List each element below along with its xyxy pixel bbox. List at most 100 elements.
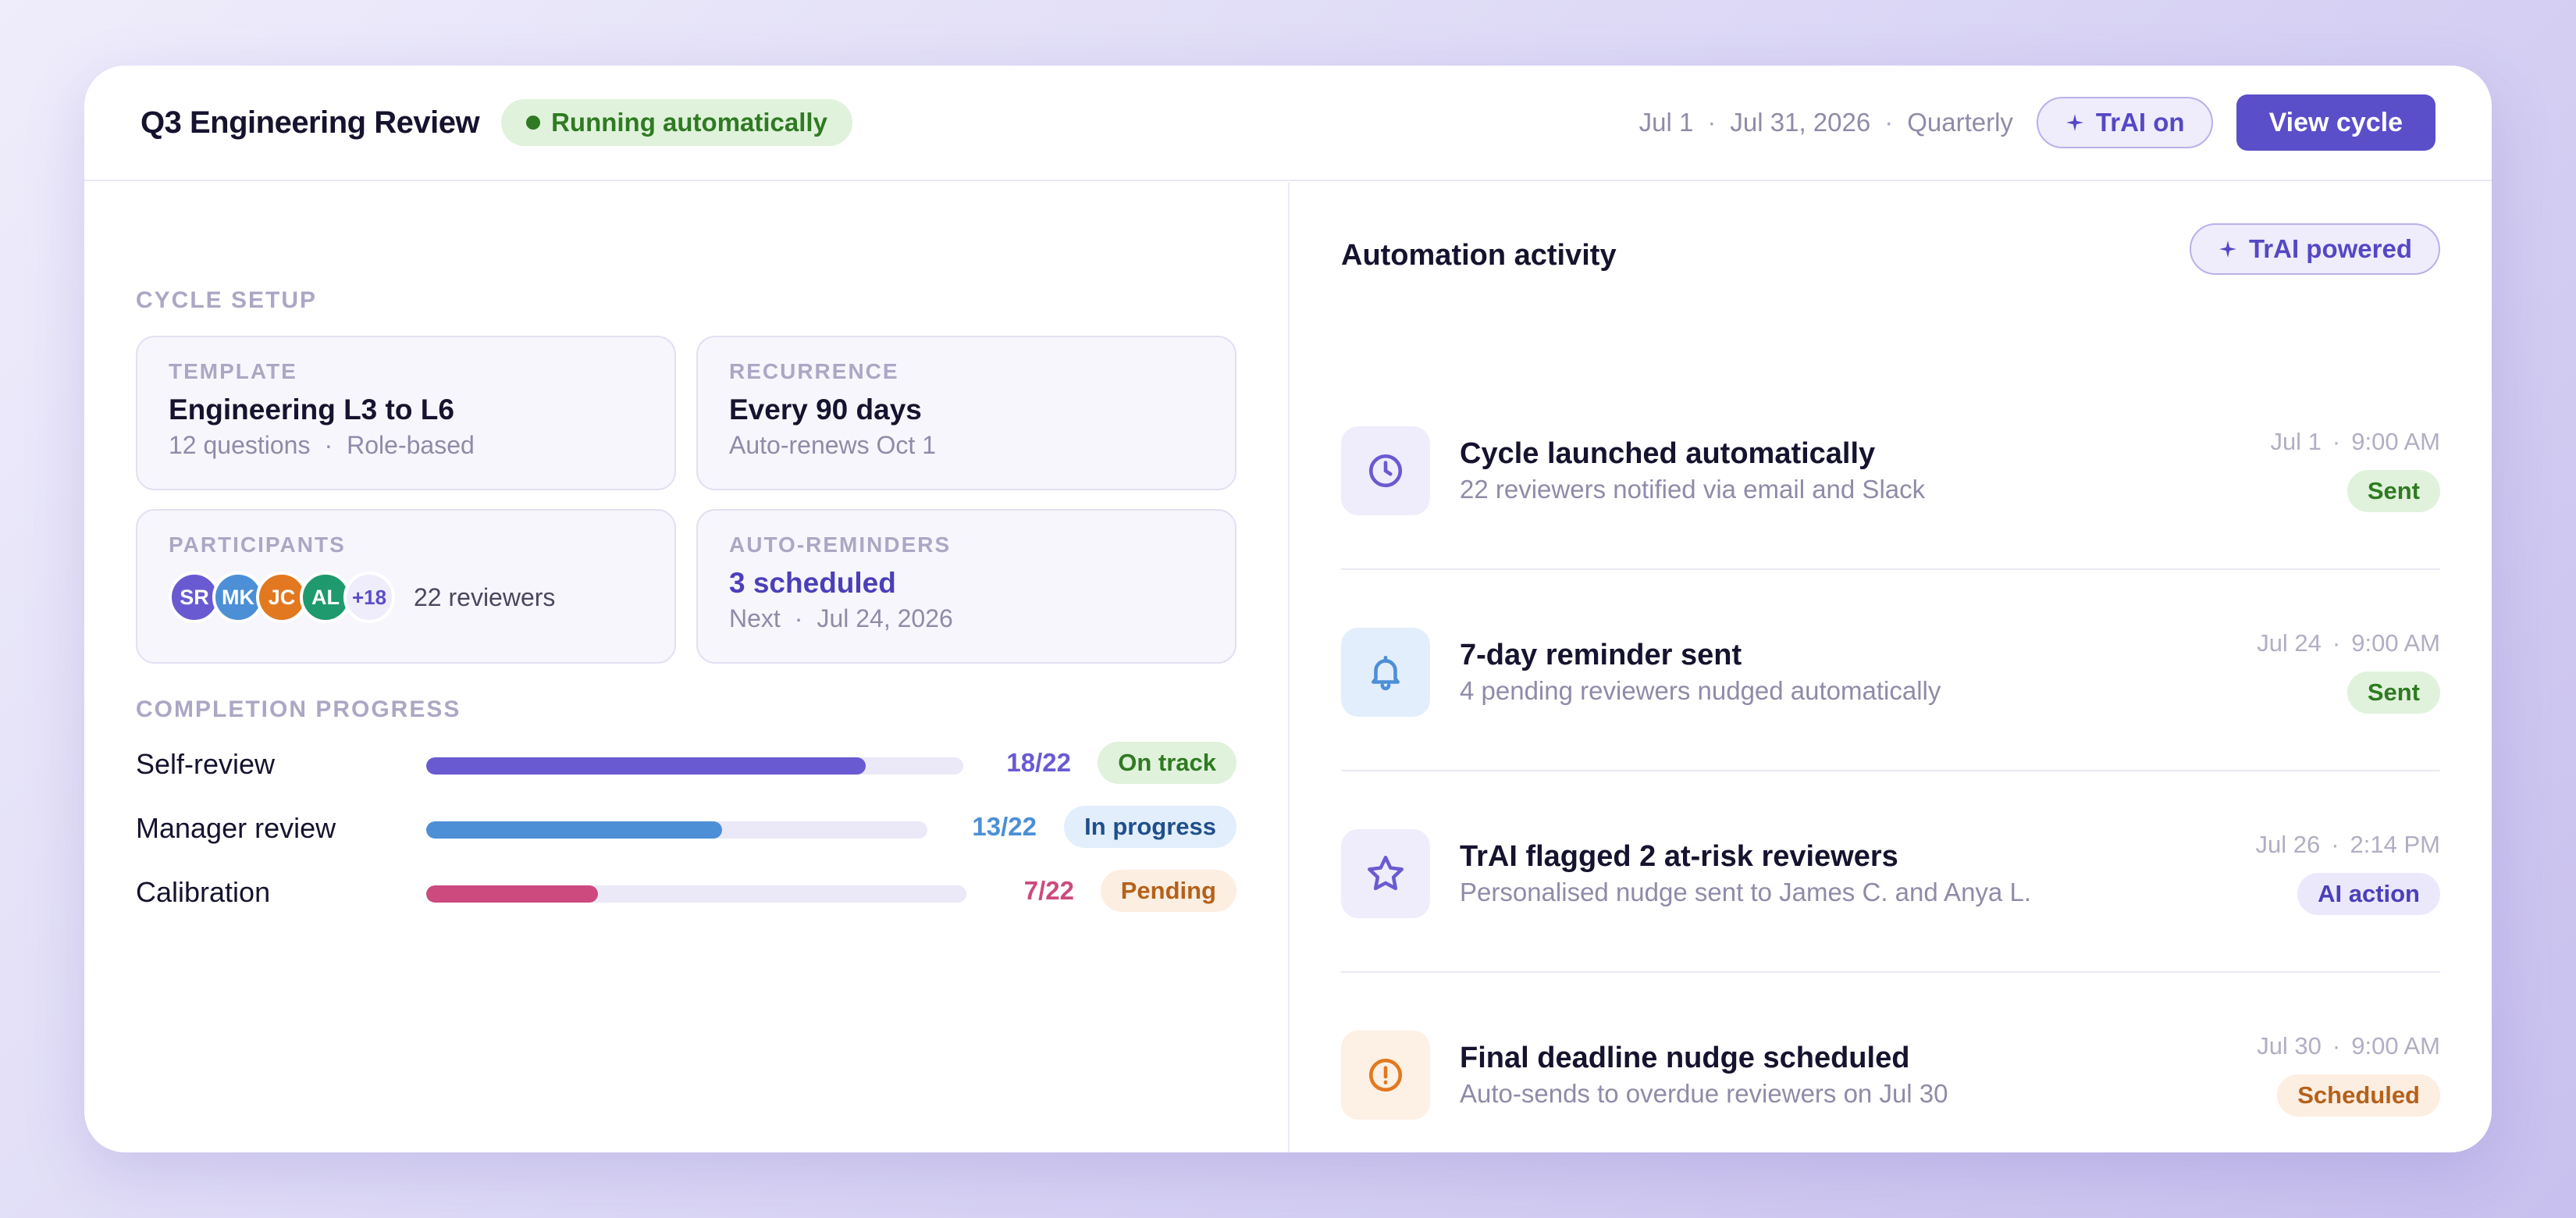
progress-count: 7/22 — [1023, 876, 1074, 905]
progress-fill — [426, 821, 723, 839]
progress-fill — [426, 757, 866, 775]
avatar-overflow: +18 — [343, 572, 395, 623]
template-question-count: 12 questions — [169, 431, 311, 459]
auto-reminders-tile[interactable]: AUTO-REMINDERS 3 scheduled Next · Jul 24… — [696, 509, 1236, 664]
activity-time: 9:00 AM — [2351, 428, 2440, 455]
activity-description: Personalised nudge sent to James C. and … — [1460, 878, 2031, 906]
status-badge: Sent — [2347, 671, 2440, 714]
trai-powered-badge[interactable]: TrAI powered — [2189, 223, 2440, 275]
page-title: Q3 Engineering Review — [141, 105, 480, 140]
trai-toggle-label: TrAI on — [2095, 108, 2185, 137]
separator: · — [2332, 428, 2341, 455]
progress-label: Self-review — [136, 748, 276, 780]
next-reminder: Next · Jul 24, 2026 — [729, 604, 1204, 633]
activity-time: 9:00 AM — [2351, 1032, 2440, 1060]
progress-row: Calibration 7/22 Pending — [136, 870, 1236, 914]
star-icon — [1341, 829, 1430, 918]
status-dot-icon — [526, 116, 541, 130]
activity-title: Final deadline nudge scheduled — [1460, 1042, 1910, 1074]
avatar-stack: SR MK JC AL +18 22 reviewers — [169, 572, 643, 623]
status-badge: In progress — [1064, 806, 1236, 848]
cycle-dates: Jul 1 · Jul 31, 2026 · Quarterly — [1639, 108, 2013, 137]
trai-toggle[interactable]: TrAI on — [2036, 97, 2213, 148]
avatar: SR — [169, 572, 220, 623]
separator: · — [1707, 108, 1717, 137]
activity-description: 4 pending reviewers nudged automatically — [1460, 676, 1941, 705]
activity-timestamp: Jul 26 · 2:14 PM — [2255, 831, 2440, 859]
recurrence-tile[interactable]: RECURRENCE Every 90 days Auto-renews Oct… — [696, 336, 1236, 490]
status-label: Running automatically — [551, 108, 827, 137]
status-badge: Pending — [1100, 870, 1236, 912]
card-header: Q3 Engineering Review Running automatica… — [84, 66, 2492, 181]
activity-description: Auto-sends to overdue reviewers on Jul 3… — [1460, 1079, 1948, 1108]
automation-activity-panel: Automation activity TrAI powered Cycle l… — [1291, 183, 2492, 1152]
divider — [1341, 971, 2440, 973]
completion-progress-label: COMPLETION PROGRESS — [136, 696, 461, 722]
activity-date: Jul 30 — [2257, 1032, 2322, 1060]
sparkle-icon — [2066, 114, 2083, 131]
progress-label: Manager review — [136, 812, 336, 844]
status-badge: Running automatically — [501, 99, 852, 146]
activity-date: Jul 24 — [2257, 629, 2322, 657]
next-reminder-date: Jul 24, 2026 — [817, 604, 953, 632]
auto-reminders-value: 3 scheduled — [729, 567, 896, 599]
cycle-setup-panel: CYCLE SETUP TEMPLATE Engineering L3 to L… — [84, 183, 1290, 1152]
reviewers-count: 22 reviewers — [414, 582, 556, 611]
template-type: Role-based — [347, 431, 475, 459]
progress-bar — [426, 821, 927, 839]
activity-title: 7-day reminder sent — [1460, 639, 1742, 671]
bell-icon — [1341, 628, 1430, 717]
cycle-frequency: Quarterly — [1907, 108, 2013, 137]
activity-item[interactable]: Final deadline nudge scheduled Auto-send… — [1341, 1031, 2440, 1120]
cycle-setup-label: CYCLE SETUP — [136, 287, 318, 313]
auto-reminders-label: AUTO-REMINDERS — [729, 532, 952, 557]
progress-bar — [426, 885, 966, 903]
progress-row: Manager review 13/22 In progress — [136, 806, 1236, 849]
status-badge: On track — [1098, 742, 1236, 784]
avatar: AL — [300, 572, 351, 623]
status-badge: AI action — [2297, 873, 2440, 915]
review-cycle-card: Q3 Engineering Review Running automatica… — [84, 66, 2492, 1152]
progress-row: Self-review 18/22 On track — [136, 742, 1236, 785]
recurrence-value: Every 90 days — [729, 394, 922, 426]
activity-title: TrAI flagged 2 at-risk reviewers — [1460, 840, 1898, 873]
view-cycle-button[interactable]: View cycle — [2236, 94, 2435, 151]
progress-count: 13/22 — [972, 812, 1037, 841]
separator: · — [794, 604, 803, 632]
activity-title: Automation activity — [1341, 239, 1617, 272]
activity-date: Jul 26 — [2255, 831, 2321, 858]
alert-circle-icon — [1341, 1031, 1430, 1120]
separator: · — [2331, 831, 2339, 858]
clock-icon — [1341, 426, 1430, 515]
template-value: Engineering L3 to L6 — [169, 394, 454, 426]
trai-powered-label: TrAI powered — [2248, 234, 2412, 263]
template-tile[interactable]: TEMPLATE Engineering L3 to L6 12 questio… — [136, 336, 676, 490]
activity-item[interactable]: TrAI flagged 2 at-risk reviewers Persona… — [1341, 829, 2440, 918]
template-label: TEMPLATE — [169, 359, 297, 383]
template-details: 12 questions · Role-based — [169, 431, 643, 460]
participants-label: PARTICIPANTS — [169, 532, 346, 557]
header-actions: Jul 1 · Jul 31, 2026 · Quarterly TrAI on… — [1639, 94, 2435, 151]
progress-fill — [426, 885, 599, 903]
avatar: MK — [212, 572, 264, 623]
status-badge: Scheduled — [2277, 1074, 2440, 1116]
activity-timestamp: Jul 1 · 9:00 AM — [2270, 428, 2440, 456]
status-badge: Sent — [2347, 470, 2440, 512]
progress-label: Calibration — [136, 876, 271, 908]
separator: · — [324, 431, 333, 459]
divider — [1341, 770, 2440, 771]
activity-title: Cycle launched automatically — [1460, 437, 1876, 470]
activity-item[interactable]: Cycle launched automatically 22 reviewer… — [1341, 426, 2440, 515]
activity-item[interactable]: 7-day reminder sent 4 pending reviewers … — [1341, 628, 2440, 717]
date-start: Jul 1 — [1638, 108, 1694, 137]
activity-description: 22 reviewers notified via email and Slac… — [1460, 475, 1926, 504]
recurrence-renewal: Auto-renews Oct 1 — [729, 431, 936, 459]
activity-date: Jul 1 — [2270, 428, 2322, 455]
activity-time: 9:00 AM — [2351, 629, 2440, 657]
progress-bar — [426, 757, 963, 775]
separator: · — [2332, 1032, 2341, 1060]
divider — [1341, 568, 2440, 570]
participants-tile[interactable]: PARTICIPANTS SR MK JC AL +18 22 reviewer… — [136, 509, 676, 664]
progress-count: 18/22 — [1006, 748, 1071, 777]
activity-timestamp: Jul 24 · 9:00 AM — [2257, 629, 2440, 657]
